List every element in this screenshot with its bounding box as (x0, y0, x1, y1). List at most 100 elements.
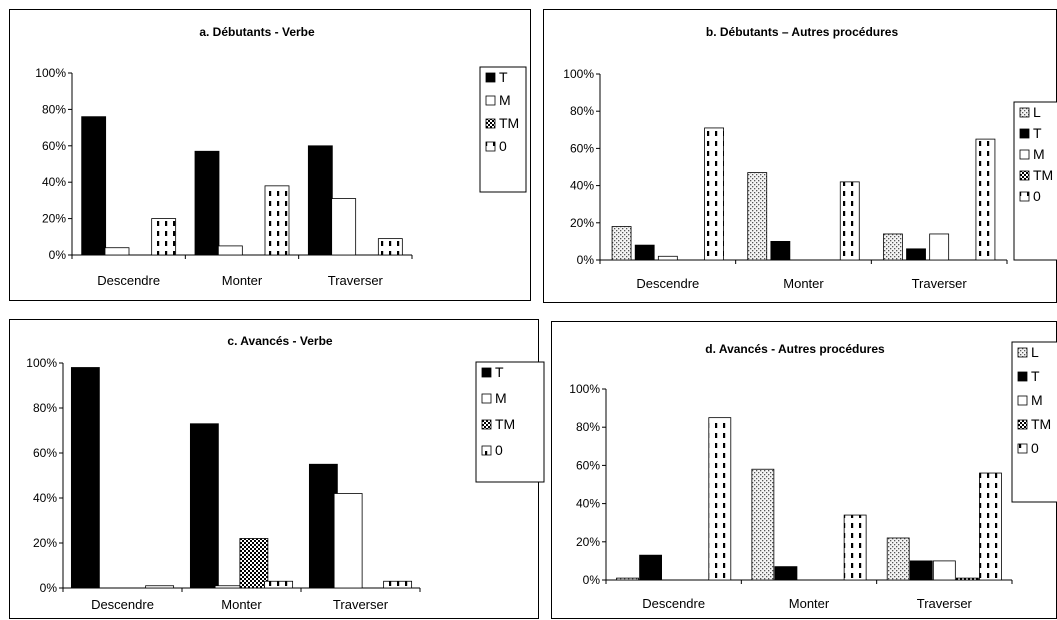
bar-T-Descendre (70, 367, 100, 589)
bar-L-Descendre (616, 577, 639, 581)
legend-swatch (1017, 347, 1028, 358)
legend-swatch (481, 445, 492, 456)
chart-title: b. Débutants – Autres procédures (706, 25, 899, 39)
legend-label: M (1031, 392, 1043, 408)
bar-0-Traverser (979, 472, 1002, 581)
legend-label: TM (1031, 416, 1051, 432)
y-tick-label: 100% (569, 382, 600, 396)
y-tick-label: 20% (576, 535, 600, 549)
bar-TM-Traverser (955, 577, 979, 581)
bar-0-Monter (839, 181, 860, 261)
bar-0-Descendre (708, 417, 732, 581)
chart-panel-a: a. Débutants - Verbe 0% 20% 40% 60% 80% 100% De… (9, 9, 531, 301)
bar-0-Descendre (145, 585, 175, 589)
bar-M-Traverser (333, 493, 363, 589)
bar-T-Monter (194, 150, 220, 256)
bar-T-Descendre (81, 116, 107, 256)
bar-TM-Monter (239, 538, 269, 589)
legend-label: 0 (1031, 440, 1039, 456)
legend-swatch (1017, 395, 1028, 406)
bar-L-Traverser (882, 233, 903, 261)
chart-title: c. Avancés - Verbe (227, 334, 332, 348)
bar-M-Traverser (932, 560, 956, 581)
bar-M-Descendre (657, 255, 678, 261)
legend-label: 0 (499, 138, 507, 154)
bar-M-Monter (217, 245, 243, 256)
y-tick-label: 20% (33, 536, 57, 550)
bar-T-Monter (774, 566, 798, 581)
legend-swatch (1017, 419, 1028, 430)
chart-panel-b: b. Débutants – Autres procédures 0% 20% 40%… (543, 9, 1057, 303)
x-category-label: Monter (783, 276, 824, 291)
chart-panel-c: c. Avancés - Verbe 0% 20% 40% 60% 80% 100% Desc… (9, 319, 545, 619)
legend-swatch (1019, 170, 1030, 181)
x-category-label: Descendre (642, 596, 705, 611)
legend-swatch (1019, 149, 1030, 160)
bar-0-Descendre (704, 127, 725, 261)
x-category-label: Traverser (912, 276, 968, 291)
legend-box (1013, 101, 1057, 261)
chart-svg: c. Avancés - Verbe 0% 20% 40% 60% 80% 100% Desc… (26, 334, 545, 612)
x-category-label: Traverser (917, 596, 973, 611)
y-tick-label: 60% (33, 446, 57, 460)
bar-M-Monter (214, 585, 244, 589)
x-category-label: Descendre (636, 276, 699, 291)
y-tick-label: 40% (570, 179, 594, 193)
bar-L-Traverser (886, 537, 910, 581)
legend-label: T (495, 364, 504, 380)
legend-swatch (485, 118, 496, 129)
legend-label: L (1033, 104, 1041, 120)
legend-swatch (485, 72, 496, 83)
legend-label: 0 (1033, 188, 1041, 204)
legend-label: 0 (495, 442, 503, 458)
y-tick-label: 80% (576, 420, 600, 434)
chart-panel-d: d. Avancés - Autres procédures 0% 20% 40% 60… (551, 321, 1057, 619)
legend-swatch (481, 393, 492, 404)
x-category-label: Traverser (333, 597, 389, 612)
legend-label: M (499, 92, 511, 108)
bar-M-Traverser (331, 198, 357, 256)
bar-T-Traverser (906, 248, 926, 261)
bar-0-Descendre (151, 218, 177, 256)
legend-swatch (1019, 128, 1030, 139)
bar-L-Descendre (611, 226, 632, 261)
chart-svg: d. Avancés - Autres procédures 0% 20% 40% 60… (569, 341, 1057, 611)
bar-L-Monter (751, 468, 775, 581)
bar-T-Descendre (634, 244, 655, 261)
y-tick-label: 0% (49, 248, 67, 262)
legend-label: T (1031, 368, 1040, 384)
legend-label: M (495, 390, 507, 406)
bar-0-Traverser (377, 238, 403, 256)
y-tick-label: 40% (42, 175, 66, 189)
y-tick-label: 100% (26, 356, 57, 370)
y-tick-label: 60% (42, 139, 66, 153)
y-tick-label: 60% (576, 458, 600, 472)
x-category-label: Monter (222, 273, 263, 288)
chart-svg: a. Débutants - Verbe 0% 20% 40% 60% 80% 100% De… (35, 25, 527, 288)
y-tick-label: 80% (42, 102, 66, 116)
bar-0-Traverser (383, 580, 413, 589)
bar-M-Descendre (104, 247, 130, 256)
y-tick-label: 80% (570, 104, 594, 118)
y-tick-label: 60% (570, 141, 594, 155)
bar-T-Monter (189, 423, 219, 589)
bar-0-Monter (264, 580, 294, 589)
bar-T-Monter (770, 240, 791, 261)
legend-label: T (499, 69, 508, 85)
x-category-label: Descendre (91, 597, 154, 612)
legend-label: T (1033, 125, 1042, 141)
y-tick-label: 0% (40, 581, 58, 595)
legend-label: L (1031, 344, 1039, 360)
y-tick-label: 0% (577, 253, 595, 267)
chart-title: a. Débutants - Verbe (199, 25, 315, 39)
legend-label: TM (495, 416, 515, 432)
x-category-label: Monter (789, 596, 830, 611)
x-category-label: Descendre (97, 273, 160, 288)
bar-T-Traverser (909, 560, 933, 581)
legend-swatch (1019, 191, 1030, 202)
legend-swatch (485, 141, 496, 152)
bar-M-Traverser (929, 233, 950, 261)
bar-T-Traverser (308, 463, 338, 589)
legend-swatch (481, 367, 492, 378)
bar-T-Descendre (639, 554, 662, 581)
